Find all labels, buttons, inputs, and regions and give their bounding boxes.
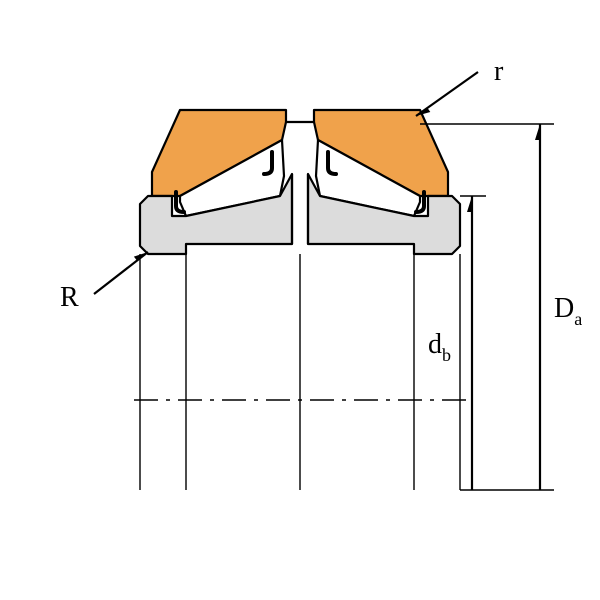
label-db: db (428, 329, 451, 365)
leader-r (416, 72, 478, 116)
label-Da: Da (554, 293, 582, 329)
bearing-cross-section (140, 110, 460, 254)
label-r: r (494, 56, 504, 87)
label-R: R (60, 282, 79, 313)
